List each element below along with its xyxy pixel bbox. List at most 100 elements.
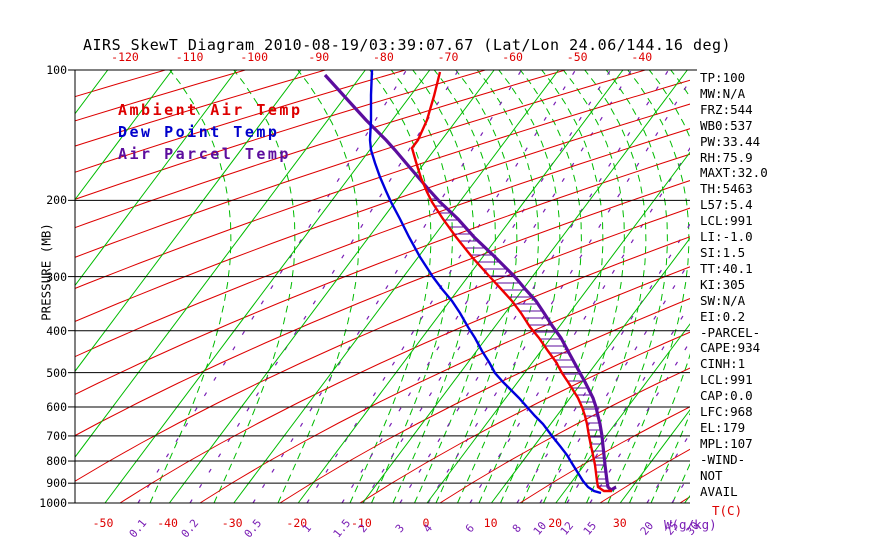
adiabat-line xyxy=(119,236,690,504)
bottom-temp-tick-label: 10 xyxy=(483,516,498,530)
stats-line: LFC:968 xyxy=(700,404,753,420)
pressure-tick-label: 1000 xyxy=(39,496,67,510)
adiabat-line xyxy=(75,70,648,258)
isotherm-line xyxy=(490,237,690,504)
isotherm-line xyxy=(233,70,559,504)
top-temp-tick-label: -40 xyxy=(631,50,653,64)
isotherm-line xyxy=(297,70,624,504)
temperature-axis-unit: T(C) xyxy=(712,503,743,518)
stats-line: LI:-1.0 xyxy=(700,229,753,245)
stats-line: PW:33.44 xyxy=(700,133,761,149)
pressure-tick-label: 100 xyxy=(46,63,67,77)
moist-adiabat-line xyxy=(392,70,475,504)
stats-line: L57:5.4 xyxy=(700,197,753,213)
pressure-tick-label: 200 xyxy=(46,193,67,208)
top-temp-tick-label: -70 xyxy=(437,50,459,64)
stats-line: CINH:1 xyxy=(700,356,746,372)
moist-adiabat-line xyxy=(543,70,625,504)
stats-line: SW:N/A xyxy=(700,292,746,308)
adiabat-line xyxy=(75,128,690,358)
mixing-ratio-axis-unit: W(g/kg) xyxy=(664,517,717,532)
background-grid xyxy=(75,63,870,504)
top-temp-tick-label: -120 xyxy=(111,50,139,64)
adiabat-line xyxy=(279,298,690,504)
stats-line: NOT xyxy=(700,467,723,483)
moist-adiabat-line xyxy=(586,70,668,504)
pressure-tick-label: 500 xyxy=(46,365,67,380)
moist-adiabat-line xyxy=(149,70,232,504)
stats-line: LCL:991 xyxy=(700,372,753,388)
adiabat-line xyxy=(75,153,690,395)
moist-adiabat-line xyxy=(845,63,870,503)
moist-adiabat-line xyxy=(521,70,604,504)
air-parcel-temp-curve xyxy=(323,73,617,493)
moist-adiabat-line xyxy=(780,63,861,503)
stats-line: FRZ:544 xyxy=(700,101,753,117)
stats-line: TH:5463 xyxy=(700,181,753,197)
chart-title: AIRS SkewT Diagram 2010-08-19/03:39:07.6… xyxy=(83,36,732,54)
moist-adiabat-line xyxy=(478,70,561,504)
adiabat-line xyxy=(519,406,690,504)
moist-adiabat-line xyxy=(371,70,453,504)
moist-adiabat-line xyxy=(759,63,840,503)
stats-line: TP:100 xyxy=(700,70,746,85)
pressure-tick-label: 900 xyxy=(46,476,67,491)
isotherm-line xyxy=(75,70,237,287)
dew-point-temp-curve xyxy=(368,69,602,495)
top-temp-tick-label: -50 xyxy=(566,50,588,64)
adiabat-line xyxy=(75,70,568,229)
pressure-tick-label: 800 xyxy=(46,454,67,469)
isotherm-line xyxy=(555,323,690,504)
isotherm-line xyxy=(619,409,690,504)
top-temp-tick-label: -90 xyxy=(308,50,330,64)
bottom-temp-tick-label: -40 xyxy=(157,516,178,530)
stats-line: LCL:991 xyxy=(700,213,753,229)
stats-line: KI:305 xyxy=(700,276,746,292)
moist-adiabat-line xyxy=(500,70,582,504)
sounding-stats-panel: TP:100 MW:N/A FRZ:544 WB0:537 PW:33.44 RH:75.… xyxy=(700,70,768,499)
bottom-temp-tick-label: 30 xyxy=(612,516,627,530)
adiabat-line xyxy=(439,367,690,504)
moist-adiabat-line xyxy=(457,70,539,504)
mixing-ratio-line xyxy=(341,70,611,504)
adiabat-line xyxy=(75,79,690,290)
isotherm-line xyxy=(104,70,431,504)
bottom-temp-tick-label: -50 xyxy=(92,516,114,530)
mixing-ratio-line xyxy=(189,70,459,504)
adiabat-line xyxy=(359,331,690,504)
moist-adiabat-line xyxy=(564,70,647,504)
moist-adiabat-line xyxy=(213,70,296,504)
stats-line: AVAIL xyxy=(700,483,738,499)
legend-ambient-air-temp: Ambient Air Temp xyxy=(118,101,303,119)
adiabat-line xyxy=(199,266,690,504)
moist-adiabat-line xyxy=(349,70,432,504)
stats-line: MAXT:32.0 xyxy=(700,165,768,181)
legend-dew-point-temp: Dew Point Temp xyxy=(118,123,280,141)
legend-air-parcel-temp: Air Parcel Temp xyxy=(118,145,291,163)
top-temp-tick-label: -60 xyxy=(502,50,523,64)
adiabat-line xyxy=(75,70,328,147)
moist-adiabat-line xyxy=(414,70,496,504)
isotherm-line xyxy=(168,70,495,504)
bottom-temp-tick-label: -10 xyxy=(351,516,372,530)
mixing-ratio-line xyxy=(137,70,407,504)
isotherm-line xyxy=(75,70,302,373)
stats-line: EL:179 xyxy=(700,419,746,435)
moist-adiabat-line xyxy=(802,63,870,503)
pressure-tick-label: 300 xyxy=(46,269,67,284)
adiabat-line xyxy=(75,103,690,322)
bottom-temp-tick-label: 20 xyxy=(548,516,563,530)
isotherm-line xyxy=(426,151,690,504)
moist-adiabat-line xyxy=(866,63,870,503)
bottom-temp-tick-label: 0 xyxy=(422,516,430,530)
stats-line: TT:40.1 xyxy=(700,260,753,276)
top-temp-tick-label: -100 xyxy=(240,50,269,64)
moist-adiabat-line xyxy=(607,70,690,504)
stats-line: RH:75.9 xyxy=(700,149,753,165)
adiabat-line xyxy=(75,70,408,173)
mixing-ratio-line xyxy=(516,222,690,504)
moist-adiabat-line xyxy=(823,63,870,503)
top-temp-tick-label: -110 xyxy=(175,50,204,64)
stats-line: MPL:107 xyxy=(700,435,753,451)
